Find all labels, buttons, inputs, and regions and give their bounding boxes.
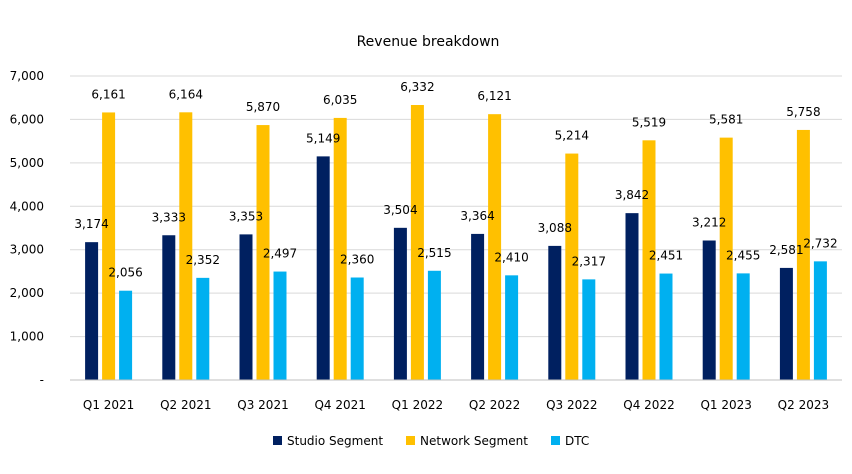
data-labels-layer: 3,174 6,161 2,056 3,333 6,164 2,352 3,353 5,870… xyxy=(74,80,837,280)
bar-studio-segment xyxy=(625,213,639,380)
bar-dtc xyxy=(350,277,364,380)
y-tick-label: 2,000 xyxy=(10,286,44,300)
data-label-network-segment: 5,758 xyxy=(786,105,820,119)
bar-dtc xyxy=(196,277,210,380)
y-tick-label: - xyxy=(40,373,44,387)
chart-title: Revenue breakdown xyxy=(357,34,500,50)
bar-studio-segment xyxy=(316,156,330,380)
x-tick-label: Q2 2021 xyxy=(160,398,211,412)
data-label-studio-segment: 3,504 xyxy=(383,203,417,217)
data-label-network-segment: 5,581 xyxy=(709,113,743,127)
bar-dtc xyxy=(582,279,596,380)
bar-network-segment xyxy=(333,117,347,380)
y-tick-label: 1,000 xyxy=(10,330,44,344)
x-tick-label: Q1 2022 xyxy=(392,398,443,412)
legend: Studio Segment Network Segment DTC xyxy=(273,434,589,448)
bar-studio-segment xyxy=(85,242,99,380)
bar-studio-segment xyxy=(779,267,793,380)
bar-network-segment xyxy=(488,114,502,381)
legend-label-network-segment: Network Segment xyxy=(420,434,528,448)
data-label-dtc: 2,515 xyxy=(417,246,451,260)
data-label-dtc: 2,732 xyxy=(803,236,837,250)
data-label-studio-segment: 3,364 xyxy=(460,209,494,223)
x-tick-label: Q3 2022 xyxy=(546,398,597,412)
data-label-studio-segment: 3,088 xyxy=(538,221,572,235)
data-label-dtc: 2,497 xyxy=(263,247,297,261)
bar-dtc xyxy=(736,273,750,380)
bar-studio-segment xyxy=(239,234,253,380)
bar-network-segment xyxy=(642,140,656,380)
data-label-studio-segment: 3,174 xyxy=(74,217,108,231)
bar-dtc xyxy=(427,270,441,380)
data-label-studio-segment: 2,581 xyxy=(769,243,803,257)
legend-label-studio-segment: Studio Segment xyxy=(287,434,383,448)
data-label-network-segment: 6,164 xyxy=(169,87,203,101)
bar-dtc xyxy=(505,275,519,380)
data-label-network-segment: 6,035 xyxy=(323,93,357,107)
bar-dtc xyxy=(813,261,827,380)
legend-swatch-studio-segment xyxy=(273,436,282,445)
data-label-network-segment: 5,870 xyxy=(246,100,280,114)
data-label-network-segment: 5,519 xyxy=(632,115,666,129)
bars-layer xyxy=(85,105,827,381)
x-tick-label: Q2 2023 xyxy=(778,398,829,412)
y-tick-label: 4,000 xyxy=(10,199,44,213)
y-tick-label: 5,000 xyxy=(10,156,44,170)
axis-layer: - 1,000 2,000 3,000 4,000 5,000 6,000 7,000 Q1 2… xyxy=(10,69,842,412)
data-label-dtc: 2,056 xyxy=(108,266,142,280)
data-label-dtc: 2,352 xyxy=(186,253,220,267)
data-label-studio-segment: 3,353 xyxy=(229,209,263,223)
y-tick-label: 6,000 xyxy=(10,112,44,126)
bar-studio-segment xyxy=(548,245,562,380)
bar-network-segment xyxy=(719,137,733,380)
legend-swatch-network-segment xyxy=(406,436,415,445)
x-tick-label: Q1 2023 xyxy=(700,398,751,412)
bar-network-segment xyxy=(102,112,116,380)
y-tick-label: 7,000 xyxy=(10,69,44,83)
data-label-network-segment: 6,332 xyxy=(400,80,434,94)
data-label-studio-segment: 3,212 xyxy=(692,216,726,230)
data-label-dtc: 2,451 xyxy=(649,249,683,263)
bar-network-segment xyxy=(179,112,193,381)
x-tick-label: Q4 2021 xyxy=(314,398,365,412)
bar-studio-segment xyxy=(702,240,716,380)
x-tick-label: Q4 2022 xyxy=(623,398,674,412)
data-label-dtc: 2,455 xyxy=(726,248,760,262)
bar-studio-segment xyxy=(393,227,407,380)
legend-label-dtc: DTC xyxy=(565,434,589,448)
bar-network-segment xyxy=(565,153,579,380)
bar-network-segment xyxy=(410,105,424,380)
data-label-dtc: 2,317 xyxy=(572,254,606,268)
legend-swatch-dtc xyxy=(551,436,560,445)
bar-dtc xyxy=(119,290,133,380)
data-label-studio-segment: 3,842 xyxy=(615,188,649,202)
bar-network-segment xyxy=(256,125,270,381)
y-tick-label: 3,000 xyxy=(10,243,44,257)
bar-studio-segment xyxy=(162,235,176,380)
data-label-network-segment: 6,161 xyxy=(91,87,125,101)
bar-studio-segment xyxy=(471,233,485,380)
data-label-studio-segment: 3,333 xyxy=(152,210,186,224)
data-label-network-segment: 5,214 xyxy=(555,129,589,143)
bar-dtc xyxy=(273,271,287,380)
bar-dtc xyxy=(659,273,673,380)
data-label-dtc: 2,410 xyxy=(494,250,528,264)
data-label-studio-segment: 5,149 xyxy=(306,131,340,145)
x-tick-label: Q3 2021 xyxy=(237,398,288,412)
bar-network-segment xyxy=(796,129,810,380)
data-label-dtc: 2,360 xyxy=(340,253,374,267)
data-label-network-segment: 6,121 xyxy=(477,89,511,103)
x-tick-label: Q2 2022 xyxy=(469,398,520,412)
x-tick-label: Q1 2021 xyxy=(83,398,134,412)
